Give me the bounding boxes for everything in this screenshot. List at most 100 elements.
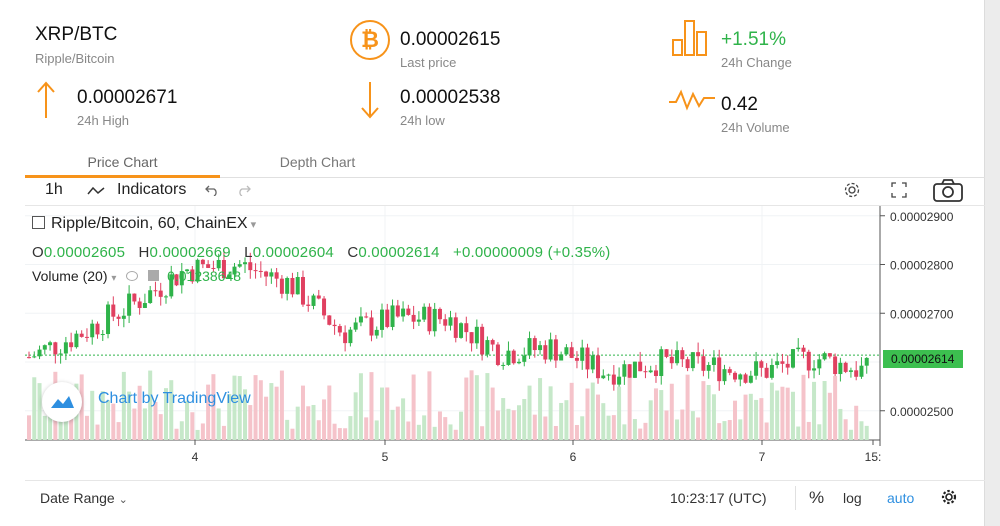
volume-bar <box>580 416 585 440</box>
candle-body <box>106 304 111 335</box>
collapse-legend-icon[interactable] <box>32 216 45 229</box>
candle-body <box>738 374 743 380</box>
settings-icon[interactable] <box>843 181 861 199</box>
volume-bar <box>348 416 353 440</box>
candle-body <box>116 316 121 319</box>
candle-body <box>754 361 759 376</box>
candle-body <box>179 271 184 286</box>
auto-scale-button[interactable]: auto <box>887 490 915 506</box>
pair-symbol: XRP/BTC <box>35 24 118 45</box>
candle-body <box>343 332 348 344</box>
camera-icon[interactable] <box>932 178 964 202</box>
candle-body <box>443 319 448 326</box>
low-key: L <box>244 244 253 261</box>
volume-bar <box>416 424 421 440</box>
volume-bar <box>859 421 864 440</box>
volume-bar <box>527 385 532 440</box>
volume-bar <box>801 374 806 440</box>
candle-body <box>580 347 585 361</box>
high-label: 24h High <box>77 113 130 128</box>
candle-body <box>348 329 353 344</box>
log-scale-button[interactable]: log <box>843 490 862 506</box>
date-range-button[interactable]: Date Range ⌄ <box>40 490 128 506</box>
candle-body <box>543 345 548 360</box>
candle-body <box>664 349 669 357</box>
volume-bar <box>221 425 226 440</box>
candle-body <box>432 308 437 332</box>
volume-bar <box>322 399 327 440</box>
candle-body <box>638 361 643 372</box>
candle-body <box>727 369 732 373</box>
candle-body <box>553 339 558 361</box>
volume-bar <box>153 401 158 440</box>
pair-name: Ripple/Bitcoin <box>35 51 115 66</box>
volume-bar <box>401 398 406 440</box>
remove-icon[interactable] <box>148 270 160 281</box>
interval-button[interactable]: 1h <box>45 181 63 198</box>
volume-bar <box>306 406 311 440</box>
volume-legend: Volume (20) ▾ 0.01238648 <box>32 268 241 284</box>
volume-bar <box>474 375 479 440</box>
volume-bar <box>264 396 269 440</box>
volume-bar <box>32 377 37 440</box>
tradingview-logo-icon[interactable] <box>42 382 82 422</box>
candle-body <box>696 352 701 357</box>
candle-body <box>817 359 822 369</box>
volume-bar <box>574 424 579 440</box>
chart-tabs: Price Chart Depth Chart <box>25 148 985 178</box>
volume-bar <box>469 370 474 440</box>
change-value: +1.51% <box>721 29 786 50</box>
candle-body <box>295 276 300 295</box>
tab-depth-chart[interactable]: Depth Chart <box>279 154 356 170</box>
volume-bar <box>137 385 142 440</box>
candle-body <box>495 344 500 365</box>
low-block: 0.00002538 24h low <box>400 87 500 128</box>
candle-body <box>353 322 358 330</box>
symbol-dropdown-icon[interactable]: ▾ <box>250 219 257 231</box>
volume-bar <box>653 388 658 440</box>
volume-bar <box>706 384 711 440</box>
undo-icon[interactable] <box>205 184 219 196</box>
open-key: O <box>32 244 44 261</box>
volume-bar <box>506 408 511 440</box>
volume-bar <box>543 416 548 440</box>
candle-body <box>511 350 516 364</box>
volume-bar <box>759 398 764 440</box>
volume-bar <box>353 392 358 440</box>
volume-bar <box>364 417 369 440</box>
volume-bar <box>127 391 132 440</box>
redo-icon[interactable] <box>237 184 251 196</box>
candle-body <box>63 342 68 354</box>
change-legend-value: +0.00000009 (+0.35%) <box>453 244 611 261</box>
volume-bar <box>501 398 506 440</box>
gear-icon[interactable] <box>941 489 957 505</box>
volume-bar <box>216 408 221 440</box>
tradingview-attribution[interactable]: Chart by TradingView <box>98 390 251 407</box>
candle-body <box>506 350 511 365</box>
percent-scale-button[interactable]: % <box>809 488 825 507</box>
volume-bar <box>116 422 121 440</box>
candle-body <box>369 317 374 336</box>
eye-icon[interactable] <box>126 271 139 281</box>
volume-bar <box>669 383 674 440</box>
candle-body <box>790 349 795 368</box>
volume-bar <box>585 388 590 440</box>
volume-legend-label: Volume (20) <box>32 268 108 284</box>
volume-bar <box>158 414 163 440</box>
tab-price-chart[interactable]: Price Chart <box>25 148 220 178</box>
last-price-label: Last price <box>400 55 457 70</box>
volume-bar <box>248 405 253 440</box>
candle-body <box>764 367 769 378</box>
candle-body <box>253 270 258 272</box>
volume-dropdown-icon[interactable]: ▾ <box>111 273 117 284</box>
time-axis-label: 4 <box>192 450 199 464</box>
volume-bar <box>200 423 205 440</box>
price-chart[interactable]: 0.00002900 0.00002800 0.00002700 0.00002500… <box>25 206 985 476</box>
volume-bar <box>316 420 321 440</box>
volume-bar <box>632 419 637 440</box>
indicators-button[interactable]: Indicators <box>117 181 187 198</box>
volume-bar <box>780 386 785 440</box>
fullscreen-icon[interactable] <box>891 182 907 198</box>
candle-body <box>174 274 179 286</box>
candle-body <box>801 347 806 352</box>
